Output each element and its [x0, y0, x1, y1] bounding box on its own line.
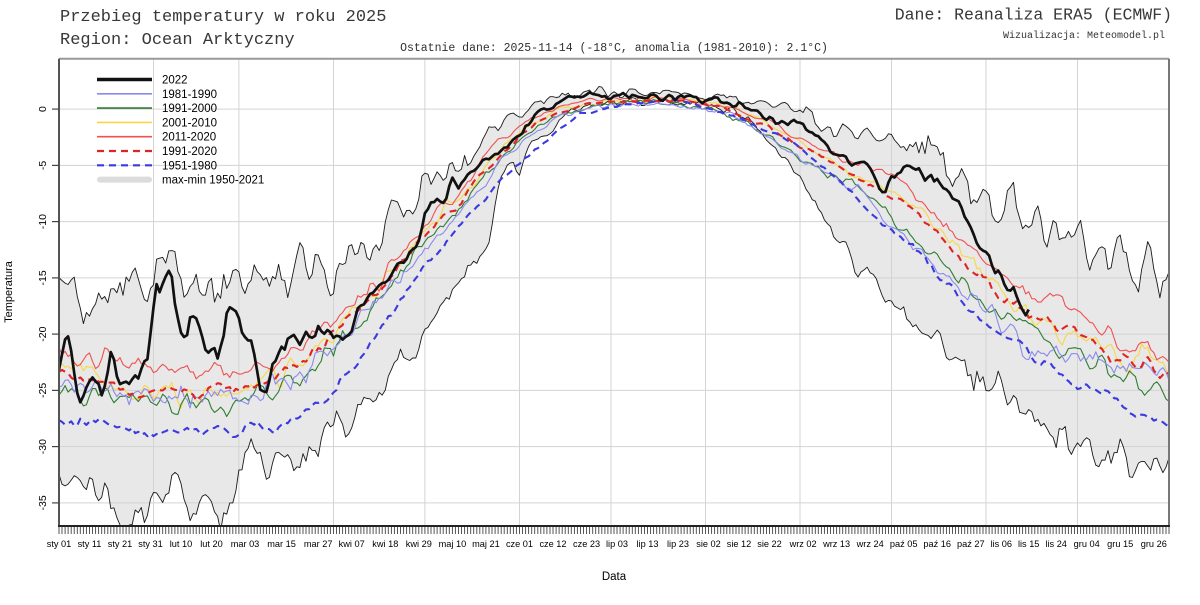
svg-text:-30: -30	[37, 439, 49, 454]
svg-text:kwi 18: kwi 18	[372, 539, 398, 549]
svg-text:Temperatura: Temperatura	[3, 260, 15, 323]
svg-text:mar 03: mar 03	[231, 539, 260, 549]
svg-text:sty 11: sty 11	[78, 539, 102, 549]
svg-text:2022: 2022	[162, 75, 188, 87]
svg-text:sty 21: sty 21	[108, 539, 133, 549]
svg-text:lut 20: lut 20	[200, 539, 222, 549]
svg-text:1991-2000: 1991-2000	[162, 103, 217, 115]
svg-text:wrz 24: wrz 24	[856, 539, 884, 549]
svg-text:gru 15: gru 15	[1107, 539, 1133, 549]
svg-text:Region: Ocean Arktyczny: Region: Ocean Arktyczny	[60, 31, 295, 50]
svg-text:Wizualizacja: Meteomodel.pl: Wizualizacja: Meteomodel.pl	[1003, 30, 1165, 42]
svg-text:sie 12: sie 12	[727, 539, 752, 549]
svg-text:-10: -10	[37, 214, 49, 229]
svg-text:gru 26: gru 26	[1141, 539, 1167, 549]
svg-text:kwi 07: kwi 07	[339, 539, 365, 549]
svg-text:lip 13: lip 13	[637, 539, 659, 549]
svg-text:1991-2020: 1991-2020	[162, 146, 217, 158]
svg-text:wrz 13: wrz 13	[822, 539, 850, 549]
svg-text:lip 23: lip 23	[667, 539, 689, 549]
svg-text:cze 23: cze 23	[573, 539, 600, 549]
svg-text:wrz 02: wrz 02	[789, 539, 817, 549]
svg-text:Przebieg temperatury w roku 20: Przebieg temperatury w roku 2025	[60, 8, 386, 27]
svg-text:2011-2020: 2011-2020	[162, 132, 216, 144]
svg-text:0: 0	[37, 106, 49, 112]
svg-text:sty 01: sty 01	[47, 539, 72, 549]
svg-text:mar 15: mar 15	[267, 539, 296, 549]
svg-text:maj 10: maj 10	[439, 539, 467, 549]
svg-text:lis 15: lis 15	[1018, 539, 1039, 549]
svg-text:gru 04: gru 04	[1074, 539, 1100, 549]
svg-text:-25: -25	[37, 383, 49, 398]
svg-text:-20: -20	[37, 326, 49, 341]
svg-text:-5: -5	[37, 161, 49, 170]
svg-text:lip 03: lip 03	[606, 539, 628, 549]
svg-text:sie 02: sie 02	[696, 539, 721, 549]
svg-text:2001-2010: 2001-2010	[162, 117, 217, 129]
svg-text:max-min 1950-2021: max-min 1950-2021	[162, 175, 264, 187]
svg-text:paź 16: paź 16	[923, 539, 951, 549]
svg-text:kwi 29: kwi 29	[406, 539, 432, 549]
svg-text:sty 31: sty 31	[138, 539, 163, 549]
svg-text:paź 27: paź 27	[957, 539, 985, 549]
svg-text:maj 21: maj 21	[472, 539, 500, 549]
svg-text:Dane: Reanaliza ERA5 (ECMWF): Dane: Reanaliza ERA5 (ECMWF)	[895, 6, 1172, 25]
svg-text:-15: -15	[37, 270, 49, 285]
svg-text:cze 12: cze 12	[539, 539, 566, 549]
svg-text:lis 06: lis 06	[991, 539, 1012, 549]
svg-text:-35: -35	[37, 495, 49, 510]
svg-text:1951-1980: 1951-1980	[162, 160, 217, 172]
svg-text:sie 22: sie 22	[757, 539, 782, 549]
svg-text:Ostatnie dane: 2025-11-14 (-18: Ostatnie dane: 2025-11-14 (-18°C, anomal…	[400, 42, 828, 55]
svg-text:Data: Data	[602, 571, 627, 583]
svg-text:1981-1990: 1981-1990	[162, 89, 217, 101]
svg-text:cze 01: cze 01	[506, 539, 533, 549]
svg-text:mar 27: mar 27	[304, 539, 333, 549]
svg-text:paź 05: paź 05	[890, 539, 918, 549]
svg-text:lis 24: lis 24	[1045, 539, 1066, 549]
svg-text:lut 10: lut 10	[170, 539, 192, 549]
